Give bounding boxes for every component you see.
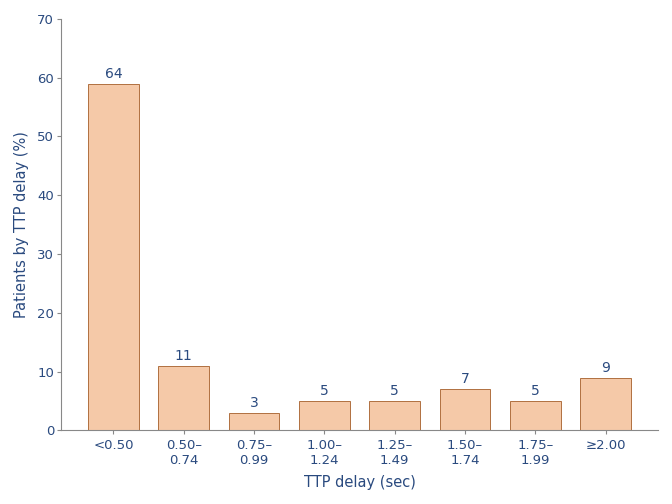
Text: 5: 5	[320, 384, 329, 398]
Bar	[299, 401, 349, 430]
Text: 5: 5	[390, 384, 399, 398]
Text: 3: 3	[250, 396, 259, 410]
Text: 64: 64	[105, 67, 122, 81]
Bar	[510, 401, 560, 430]
Bar	[439, 389, 491, 430]
Text: 9: 9	[601, 360, 610, 374]
Bar	[159, 366, 209, 430]
Text: 7: 7	[461, 372, 470, 387]
Bar	[370, 401, 420, 430]
Bar	[88, 84, 139, 430]
X-axis label: TTP delay (sec): TTP delay (sec)	[304, 475, 415, 490]
Bar	[228, 413, 280, 430]
Text: 5: 5	[531, 384, 540, 398]
Y-axis label: Patients by TTP delay (%): Patients by TTP delay (%)	[14, 131, 29, 318]
Bar	[581, 377, 631, 430]
Text: 11: 11	[175, 349, 193, 363]
